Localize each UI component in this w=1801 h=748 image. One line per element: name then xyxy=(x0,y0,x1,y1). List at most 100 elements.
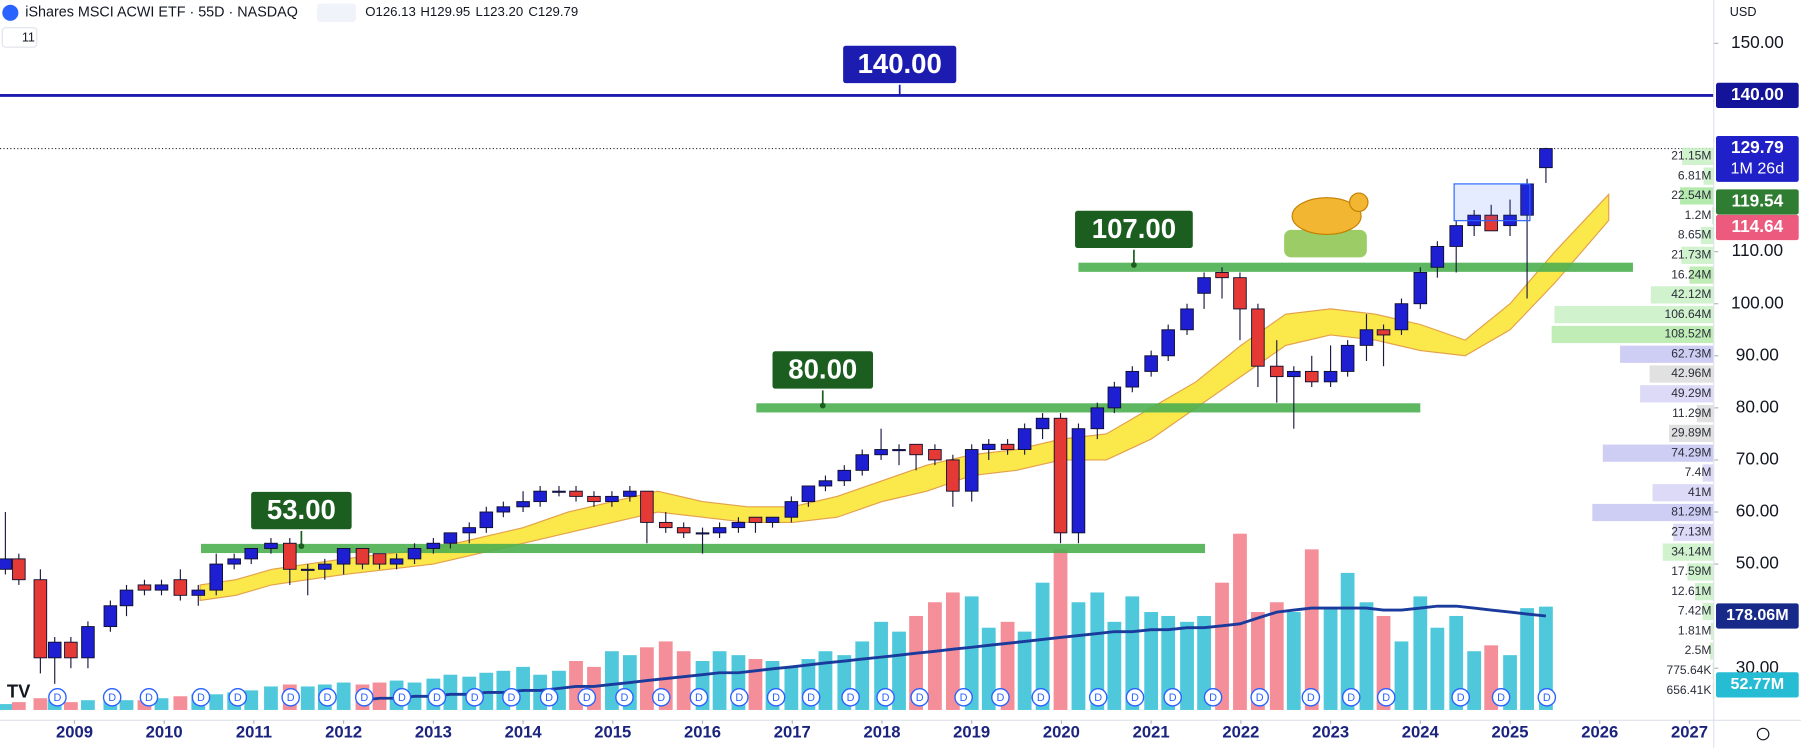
candle-body xyxy=(462,527,477,534)
dividend-marker xyxy=(1301,688,1321,707)
level-label-box xyxy=(249,490,354,531)
volume-bar xyxy=(264,686,278,710)
dividend-marker xyxy=(577,688,597,707)
x-tick-label: 2026 xyxy=(1581,722,1618,741)
x-tick-label: 2017 xyxy=(774,722,811,741)
volume-bar xyxy=(1286,612,1301,710)
candle-body xyxy=(818,480,833,487)
candle-body xyxy=(1180,308,1194,331)
y-tick-label: 50.00 xyxy=(1736,553,1779,573)
candle-body xyxy=(1053,417,1068,534)
volume-bar xyxy=(1180,621,1194,710)
volume-profile-label: 108.52M xyxy=(1665,327,1712,341)
candle-body xyxy=(1539,148,1553,169)
candle-body xyxy=(1484,214,1498,232)
volume-profile-label: 106.64M xyxy=(1665,307,1712,321)
ohlc-low: L123.20 xyxy=(476,4,524,19)
candle-body xyxy=(227,558,241,565)
price-badge xyxy=(1716,82,1799,109)
volume-profile-bar xyxy=(1640,385,1714,403)
volume-bar xyxy=(712,651,727,710)
volume-profile-label: 8.65M xyxy=(1678,228,1711,242)
candle-body xyxy=(81,626,95,659)
volume-badge-label: 52.77M xyxy=(1731,675,1785,693)
volume-profile-bar xyxy=(1702,602,1714,621)
volume-bar xyxy=(1144,612,1159,710)
volume-bar xyxy=(1269,602,1284,710)
candle-body xyxy=(605,495,619,503)
resistance-label: 140.00 xyxy=(858,48,942,79)
volume-profile-label: 2.5M xyxy=(1685,643,1712,657)
dividend-marker xyxy=(1451,688,1470,707)
volume-profile-label: 41M xyxy=(1688,485,1711,499)
dividend-marker xyxy=(228,688,248,707)
volume-profile-label: 21.73M xyxy=(1671,247,1711,261)
candle-body xyxy=(355,548,370,565)
x-tick-label: 2021 xyxy=(1133,722,1170,741)
volume-profile-label: 21.15M xyxy=(1671,149,1711,163)
volume-profile-label: 12.61M xyxy=(1671,584,1711,598)
x-tick-label: 2024 xyxy=(1402,722,1440,741)
dividend-marker xyxy=(392,688,412,707)
volume-bar xyxy=(209,694,224,710)
volume-bar xyxy=(33,698,48,710)
symbol-title[interactable]: iShares MSCI ACWI ETF · 55D · NASDAQ xyxy=(25,5,298,21)
ohlc-close: C129.79 xyxy=(528,4,578,19)
level-label: 107.00 xyxy=(1092,213,1176,244)
price-badge-sub: 1M 26d xyxy=(1731,160,1785,178)
price-badge xyxy=(1716,214,1799,241)
dividend-label: D xyxy=(1094,692,1102,704)
y-tick-label: 150.00 xyxy=(1731,32,1784,52)
indicator-toggle[interactable] xyxy=(1,27,38,48)
price-badge-label: 140.00 xyxy=(1731,84,1784,104)
candle-body xyxy=(264,542,278,549)
y-tick-label: 70.00 xyxy=(1736,448,1779,468)
level-label: 53.00 xyxy=(267,494,336,525)
candle-body xyxy=(640,490,654,523)
candle-body xyxy=(407,548,422,560)
candle-body xyxy=(318,563,332,570)
candle-body xyxy=(1197,277,1211,294)
candle-body xyxy=(1144,355,1158,372)
candle-body xyxy=(1000,443,1015,450)
volume-bar xyxy=(1539,606,1553,710)
dividend-label: D xyxy=(1307,692,1315,704)
dividend-label: D xyxy=(621,692,629,704)
dividend-label: D xyxy=(545,692,553,704)
volume-bar xyxy=(1107,621,1122,710)
tv-logo[interactable]: TV xyxy=(7,681,31,702)
candle-body xyxy=(1125,370,1140,388)
volume-profile-bar xyxy=(1694,583,1714,601)
dividend-label: D xyxy=(360,692,368,704)
candle-body xyxy=(1161,329,1175,357)
volume-bar xyxy=(1197,615,1211,710)
volume-bar xyxy=(244,690,259,710)
candle-body xyxy=(1107,386,1122,409)
currency[interactable]: USD xyxy=(1730,5,1757,19)
candle-body xyxy=(623,490,637,497)
volume-profile-bar xyxy=(1649,365,1714,383)
volume-profile-label: 11.29M xyxy=(1672,406,1711,420)
volume-profile-label: 1.81M xyxy=(1678,623,1711,637)
dividend-label: D xyxy=(735,692,743,704)
support-level xyxy=(756,403,1421,413)
dividend-marker xyxy=(48,688,67,707)
y-tick-label: 60.00 xyxy=(1736,501,1779,521)
dividend-label: D xyxy=(1347,692,1355,704)
volume-bar xyxy=(1359,602,1374,710)
candle-body xyxy=(946,459,960,492)
candle-body xyxy=(855,454,870,471)
volume-bar xyxy=(964,596,979,710)
dividend-label: D xyxy=(1169,692,1177,704)
dividend-marker xyxy=(991,688,1010,707)
dividend-label: D xyxy=(287,692,295,704)
dividend-marker xyxy=(1537,688,1557,707)
candle-body xyxy=(1394,303,1409,331)
header-icons[interactable] xyxy=(317,3,357,22)
volume-badge xyxy=(1716,603,1799,629)
info-icon[interactable] xyxy=(2,4,19,21)
settings-icon[interactable] xyxy=(1756,727,1770,741)
dividend-marker xyxy=(1203,688,1223,707)
dividend-marker xyxy=(1125,688,1145,707)
